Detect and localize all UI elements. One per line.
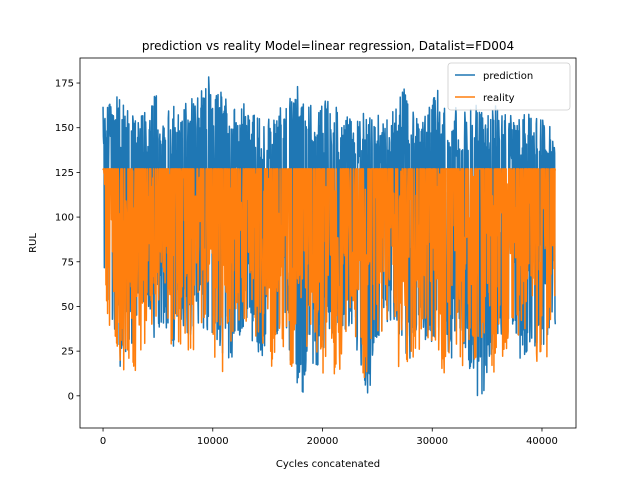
axes-frame — [79, 57, 577, 429]
legend-label-reality: reality — [483, 93, 515, 104]
y-tick-label: 100 — [55, 213, 74, 224]
series-reality-line — [102, 168, 557, 379]
y-tick-label: 125 — [55, 168, 74, 179]
legend: prediction reality — [447, 62, 571, 111]
y-tick-label: 25 — [61, 347, 74, 358]
x-tick-label: 40000 — [526, 436, 558, 447]
y-axis-label: RUL — [28, 233, 39, 253]
legend-box — [447, 62, 571, 111]
chart-title: prediction vs reality Model=linear regre… — [142, 39, 514, 53]
x-tick-label: 20000 — [307, 436, 339, 447]
y-tick-label: 50 — [61, 302, 74, 313]
plot-lines — [102, 76, 557, 397]
x-tick-label: 0 — [100, 436, 106, 447]
x-tick-label: 10000 — [197, 436, 229, 447]
x-ticks: 0 10000 20000 30000 40000 — [100, 428, 558, 447]
y-tick-label: 150 — [55, 123, 74, 134]
y-tick-label: 175 — [55, 79, 74, 90]
x-axis-label: Cycles concatenated — [276, 459, 380, 470]
x-tick-label: 30000 — [416, 436, 448, 447]
y-tick-label: 75 — [61, 257, 74, 268]
y-ticks: 0 25 50 75 100 125 150 175 — [55, 79, 80, 402]
legend-label-prediction: prediction — [483, 71, 533, 82]
y-tick-label: 0 — [68, 391, 74, 402]
